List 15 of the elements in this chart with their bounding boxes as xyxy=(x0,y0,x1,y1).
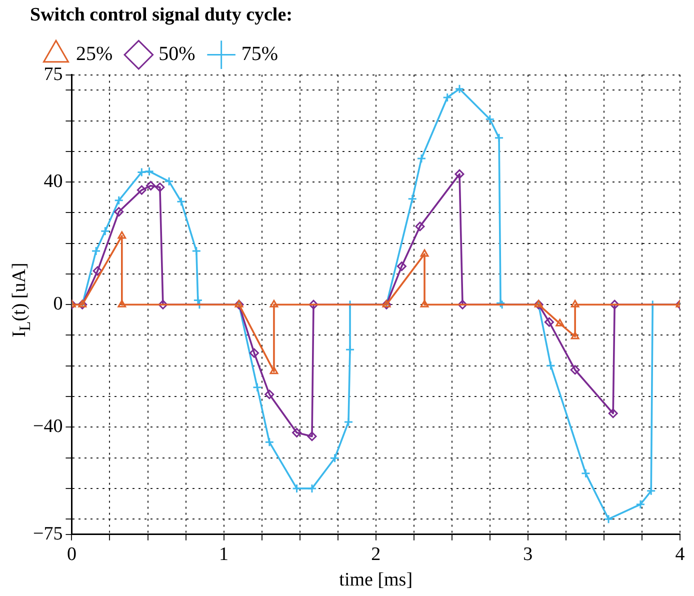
legend-label: 50% xyxy=(158,43,196,66)
y-tick-label: −40 xyxy=(32,416,63,438)
legend-title: Switch control signal duty cycle: xyxy=(30,4,292,26)
x-tick-label: 2 xyxy=(371,544,381,565)
y-tick-label: 40 xyxy=(44,171,63,192)
legend-label: 25% xyxy=(76,43,113,66)
y-tick-label: 75 xyxy=(44,64,63,85)
y-tick-label: 0 xyxy=(53,294,63,315)
x-tick-label: 1 xyxy=(219,544,229,565)
y-tick-label: −75 xyxy=(32,523,63,544)
x-tick-label: 3 xyxy=(523,544,533,565)
x-tick-label: 4 xyxy=(675,544,686,565)
legend-label: 75% xyxy=(241,43,278,66)
x-tick-label: 0 xyxy=(66,544,76,565)
x-axis-title: time [ms] xyxy=(339,570,413,591)
